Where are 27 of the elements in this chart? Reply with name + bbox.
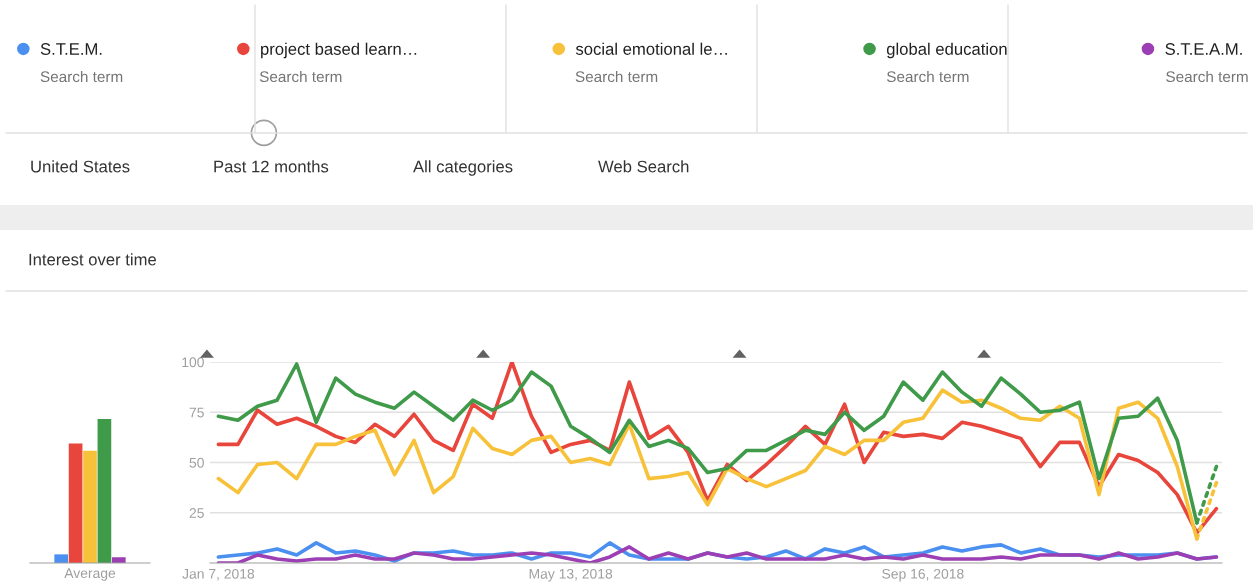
text: Search term xyxy=(1166,70,1248,83)
bar xyxy=(97,419,112,563)
legend-label: social emotional le… xyxy=(575,42,727,55)
bar xyxy=(68,443,83,563)
text: Search term xyxy=(886,70,969,83)
chart-title: Interest over time xyxy=(29,253,157,266)
bar xyxy=(54,554,69,563)
text: Search term xyxy=(259,70,342,83)
x-tick-label: Average xyxy=(64,568,116,581)
text: Search term xyxy=(575,70,658,83)
legend-label: project based learn… xyxy=(261,42,417,59)
legend-label: S.T.E.A.M. xyxy=(1165,43,1242,55)
y-tick-label: 50 xyxy=(189,457,204,468)
x-tick-label: May 13, 2018 xyxy=(529,568,613,582)
legend-label: global education xyxy=(886,42,1007,59)
text: All categories xyxy=(413,160,513,176)
legend-label: S.T.E.M. xyxy=(40,43,102,55)
y-tick-label: 100 xyxy=(182,357,204,368)
y-tick-label: 25 xyxy=(189,508,204,518)
bar xyxy=(83,450,97,563)
x-tick-label: Sep 16, 2018 xyxy=(882,568,964,582)
text: Past 12 months xyxy=(214,160,329,173)
text: Web Search xyxy=(598,160,689,173)
x-tick-label: Jan 7, 2018 xyxy=(182,568,255,581)
text: Search term xyxy=(40,70,123,83)
y-tick-label: 75 xyxy=(189,407,204,418)
text: United States xyxy=(31,160,130,173)
